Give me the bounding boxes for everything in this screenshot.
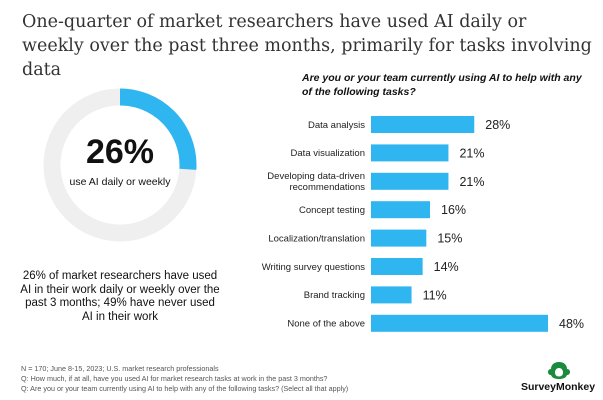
- donut-percent: 26%: [85, 133, 155, 171]
- chart-question: Are you or your team currently using AI …: [302, 72, 582, 98]
- footnote-question-1: Q: How much, if at all, have you used AI…: [21, 374, 328, 383]
- bar-0: [371, 116, 475, 133]
- brand-logo: SurveyMonkey: [518, 360, 598, 396]
- bar-5: [371, 258, 423, 275]
- brand-name: SurveyMonkey: [520, 381, 596, 393]
- value-label-2: 21%: [459, 175, 484, 189]
- bar-4: [371, 229, 427, 247]
- donut-svg: [43, 88, 197, 242]
- category-label-0: Data analysis: [308, 120, 365, 131]
- category-label-1: Data visualization: [291, 148, 365, 159]
- value-label-7: 48%: [559, 317, 584, 331]
- footnote-question-2: Q: Are you or your team currently using …: [21, 384, 349, 393]
- page-title: One-quarter of market researchers have u…: [22, 12, 592, 80]
- category-label-2: Developing data-driven recommendations: [267, 171, 365, 193]
- bar-2: [371, 172, 449, 190]
- value-label-1: 21%: [459, 146, 484, 160]
- category-label-3: Concept testing: [299, 205, 365, 216]
- bar-chart: Data analysis 28% Data visualization 21% Dev…: [262, 116, 584, 332]
- bar-3: [371, 201, 430, 219]
- bar-1: [371, 144, 449, 162]
- donut-chart: 26% use AI daily or weekly: [40, 85, 200, 245]
- category-label-7: None of the above: [287, 319, 365, 330]
- value-label-4: 15%: [437, 232, 462, 246]
- donut-sublabel: use AI daily or weekly: [69, 176, 171, 188]
- value-label-3: 16%: [441, 203, 466, 217]
- surveymonkey-logo-icon: [548, 362, 570, 379]
- category-label-4: Localization/translation: [268, 233, 365, 244]
- value-label-6: 11%: [423, 288, 447, 302]
- bar-6: [371, 286, 412, 304]
- category-label-5: Writing survey questions: [262, 262, 366, 273]
- category-label-6: Brand tracking: [304, 290, 365, 301]
- summary-text: 26% of market researchers have used AI i…: [20, 270, 220, 323]
- value-label-5: 14%: [434, 260, 459, 274]
- donut-fill-arc: [43, 88, 197, 242]
- footnote-sample: N = 170; June 8-15, 2023; U.S. market re…: [21, 364, 219, 373]
- bar-7: [371, 314, 548, 332]
- value-label-0: 28%: [485, 118, 510, 132]
- footnotes: N = 170; June 8-15, 2023; U.S. market re…: [21, 364, 461, 394]
